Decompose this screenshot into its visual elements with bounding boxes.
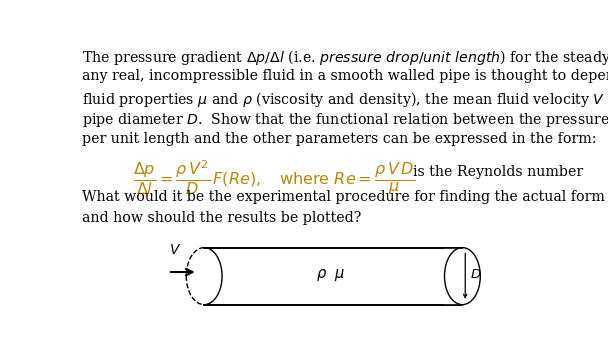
Text: and how should the results be plotted?: and how should the results be plotted? (81, 210, 361, 225)
Text: $D$: $D$ (471, 268, 482, 281)
Text: fluid properties $\mu$ and $\rho$ (viscosity and density), the mean fluid veloci: fluid properties $\mu$ and $\rho$ (visco… (81, 90, 608, 109)
Text: per unit length and the other parameters can be expressed in the form:: per unit length and the other parameters… (81, 132, 596, 146)
Bar (204, 247, 462, 305)
Text: $V$: $V$ (169, 243, 181, 257)
Text: The pressure gradient $\Delta p/\Delta l$ (i.e. $\mathit{pressure\ drop/unit\ le: The pressure gradient $\Delta p/\Delta l… (81, 48, 608, 67)
Text: pipe diameter $D$.  Show that the functional relation between the pressure gradi: pipe diameter $D$. Show that the functio… (81, 111, 608, 129)
Text: is the Reynolds number: is the Reynolds number (413, 165, 583, 179)
Text: $\dfrac{\Delta p}{\Delta l} = \dfrac{\rho\,V^2}{D}\,F(Re),\quad \mathrm{where}\ : $\dfrac{\Delta p}{\Delta l} = \dfrac{\rh… (133, 158, 415, 197)
Bar (444, 247, 462, 305)
Text: What would it be the experimental procedure for finding the actual form of this : What would it be the experimental proced… (81, 190, 608, 204)
Text: $\rho\ \ \mu$: $\rho\ \ \mu$ (316, 267, 345, 283)
Text: any real, incompressible fluid in a smooth walled pipe is thought to depend on t: any real, incompressible fluid in a smoo… (81, 69, 608, 83)
